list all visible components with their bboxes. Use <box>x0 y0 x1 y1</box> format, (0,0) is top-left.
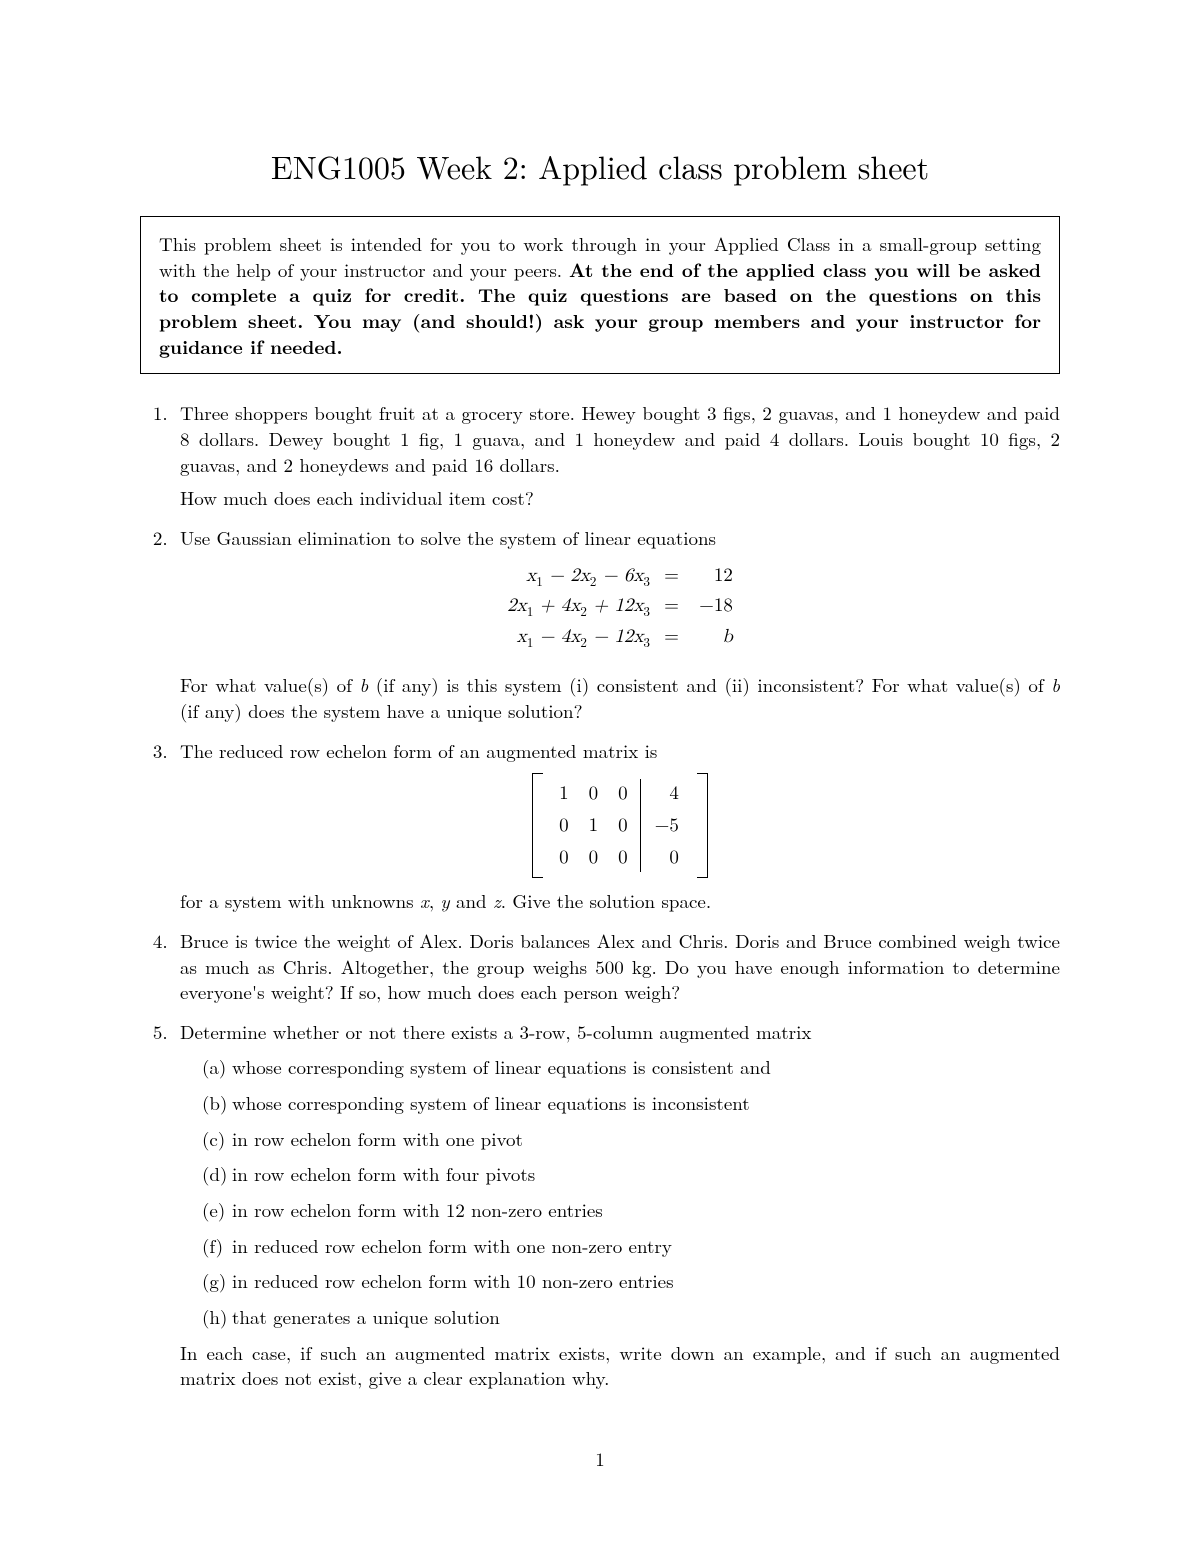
q3-x: x <box>420 887 429 914</box>
problem-4: Bruce is twice the weight of Alex. Doris… <box>174 928 1060 1005</box>
eq3-rhs: b <box>722 627 733 646</box>
m22: 0 <box>608 842 638 874</box>
matrix-left: 100 010 000 <box>549 777 638 874</box>
problem-2: Use Gaussian elimination to solve the sy… <box>174 525 1060 724</box>
eq1-rhs: 12 <box>687 563 739 592</box>
m00: 1 <box>549 777 579 809</box>
q5-f: (f)in reduced row echelon form with one … <box>202 1233 1060 1259</box>
q5-closing: In each case, if such an augmented matri… <box>180 1339 1060 1392</box>
q2-var1: b <box>360 671 369 698</box>
bracket-right-icon <box>697 773 708 878</box>
problem-list: Three shoppers bought fruit at a grocery… <box>140 400 1060 1391</box>
q5-e-label: (e) <box>202 1197 232 1223</box>
q5-g-text: in reduced row echelon form with 10 non-… <box>232 1267 674 1294</box>
problem-1: Three shoppers bought fruit at a grocery… <box>174 400 1060 511</box>
q5-d-text: in row echelon form with four pivots <box>232 1160 535 1187</box>
q2-fa: For what value(s) of <box>180 671 360 698</box>
m01: 0 <box>579 777 609 809</box>
q3-after-b: . Give the solution space. <box>501 887 711 914</box>
q2-intro: Use Gaussian elimination to solve the sy… <box>180 524 716 551</box>
problem-3: The reduced row echelon form of an augme… <box>174 738 1060 914</box>
q3-matrix: 100 010 000 4 −5 0 <box>180 773 1060 878</box>
q5-a-text: whose corresponding system of linear equ… <box>232 1053 771 1080</box>
page-number: 1 <box>140 1446 1060 1472</box>
q5-e: (e)in row echelon form with 12 non-zero … <box>202 1197 1060 1223</box>
a2: 0 <box>645 843 689 873</box>
q5-h-text: that generates a unique solution <box>232 1303 500 1330</box>
q2-fc: (if any) does the system have a unique s… <box>180 697 583 724</box>
sep2: and <box>450 887 493 914</box>
q5-h-label: (h) <box>202 1304 232 1330</box>
q5-e-text: in row echelon form with 12 non-zero ent… <box>232 1196 603 1223</box>
sep1: , <box>429 887 441 914</box>
equation-system: x1 − 2x2 − 6x3 = 12 2x1 + 4x2 + 12x3 = −… <box>499 561 741 655</box>
m02: 0 <box>608 777 638 809</box>
q5-a-label: (a) <box>202 1054 232 1080</box>
q2-followup: For what value(s) of b (if any) is this … <box>180 671 1060 724</box>
q3-z: z <box>493 887 501 914</box>
eq2-rhs: −18 <box>687 593 739 622</box>
q2-equations: x1 − 2x2 − 6x3 = 12 2x1 + 4x2 + 12x3 = −… <box>180 561 1060 663</box>
bracket-left-icon <box>532 773 543 878</box>
q5-h: (h)that generates a unique solution <box>202 1304 1060 1330</box>
q4-text: Bruce is twice the weight of Alex. Doris… <box>180 927 1060 1005</box>
q5-g: (g)in reduced row echelon form with 10 n… <box>202 1268 1060 1294</box>
q3-y: y <box>440 887 449 914</box>
q5-g-label: (g) <box>202 1268 232 1294</box>
q5-c-text: in row echelon form with one pivot <box>232 1125 523 1152</box>
q2-var2: b <box>1051 671 1060 698</box>
m21: 0 <box>579 842 609 874</box>
q3-intro: The reduced row echelon form of an augme… <box>180 737 657 764</box>
q2-fb: (if any) is this system (i) consistent a… <box>368 671 1051 698</box>
page-title: ENG1005 Week 2: Applied class problem sh… <box>140 145 1060 188</box>
q5-sublist: (a)whose corresponding system of linear … <box>180 1054 1060 1329</box>
q1-p1: Three shoppers bought fruit at a grocery… <box>180 399 1060 477</box>
q5-d-label: (d) <box>202 1161 232 1187</box>
matrix-right: 4 −5 0 <box>643 777 691 874</box>
q5-b: (b)whose corresponding system of linear … <box>202 1090 1060 1116</box>
q3-after: for a system with unknowns x, y and z. G… <box>180 887 711 914</box>
a0: 4 <box>645 779 689 809</box>
q5-b-label: (b) <box>202 1090 232 1116</box>
q5-c-label: (c) <box>202 1126 232 1152</box>
m10: 0 <box>549 810 579 842</box>
q5-intro: Determine whether or not there exists a … <box>180 1018 811 1045</box>
intro-box: This problem sheet is intended for you t… <box>140 216 1060 374</box>
m11: 1 <box>579 810 609 842</box>
augment-bar-icon <box>640 779 641 872</box>
a1: −5 <box>645 811 689 841</box>
m20: 0 <box>549 842 579 874</box>
q5-d: (d)in row echelon form with four pivots <box>202 1161 1060 1187</box>
q5-a: (a)whose corresponding system of linear … <box>202 1054 1060 1080</box>
q3-after-a: for a system with unknowns <box>180 887 420 914</box>
m12: 0 <box>608 810 638 842</box>
q5-c: (c)in row echelon form with one pivot <box>202 1126 1060 1152</box>
q5-f-label: (f) <box>202 1233 232 1259</box>
q5-f-text: in reduced row echelon form with one non… <box>232 1232 672 1259</box>
problem-5: Determine whether or not there exists a … <box>174 1019 1060 1391</box>
q5-b-text: whose corresponding system of linear equ… <box>232 1089 750 1116</box>
q1-p2: How much does each individual item cost? <box>180 485 1060 511</box>
